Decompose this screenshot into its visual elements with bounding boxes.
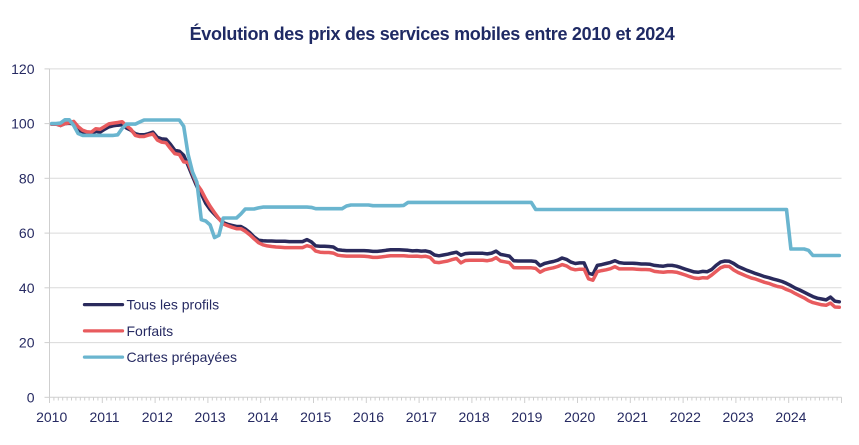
svg-text:2010: 2010 xyxy=(36,409,67,425)
svg-text:40: 40 xyxy=(19,280,35,296)
svg-text:80: 80 xyxy=(19,170,35,186)
svg-text:2011: 2011 xyxy=(89,409,119,425)
svg-text:2016: 2016 xyxy=(353,409,384,425)
svg-text:2013: 2013 xyxy=(195,409,226,425)
svg-text:20: 20 xyxy=(19,335,35,351)
svg-text:2012: 2012 xyxy=(142,409,173,425)
svg-text:2017: 2017 xyxy=(406,409,437,425)
svg-text:2014: 2014 xyxy=(247,409,278,425)
svg-text:120: 120 xyxy=(11,61,35,77)
svg-text:0: 0 xyxy=(27,389,35,405)
svg-text:2019: 2019 xyxy=(511,409,542,425)
svg-text:Évolution des prix des service: Évolution des prix des services mobiles … xyxy=(190,23,675,44)
svg-text:Forfaits: Forfaits xyxy=(127,323,174,339)
svg-text:2024: 2024 xyxy=(775,409,806,425)
svg-text:100: 100 xyxy=(11,116,35,132)
svg-text:60: 60 xyxy=(19,225,35,241)
svg-text:2023: 2023 xyxy=(723,409,754,425)
svg-text:2018: 2018 xyxy=(459,409,490,425)
svg-text:2021: 2021 xyxy=(617,409,648,425)
svg-text:2015: 2015 xyxy=(300,409,331,425)
svg-text:Cartes prépayées: Cartes prépayées xyxy=(127,349,238,365)
svg-text:2020: 2020 xyxy=(564,409,595,425)
svg-text:2022: 2022 xyxy=(670,409,701,425)
svg-text:Tous les profils: Tous les profils xyxy=(127,297,220,313)
